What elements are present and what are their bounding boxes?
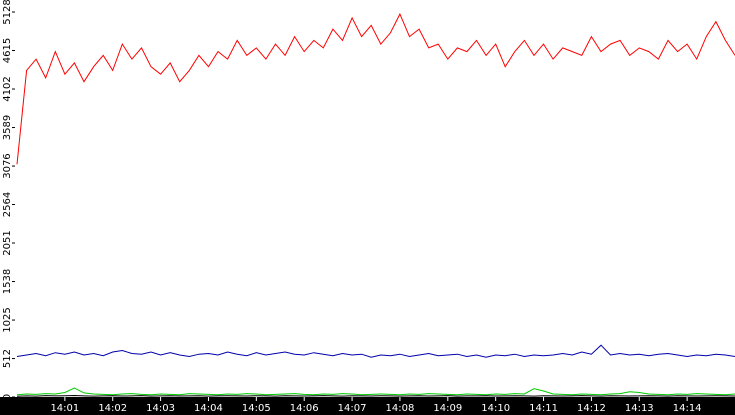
y-tick-label: 4615 <box>2 38 13 63</box>
x-tick-label: 14:13 <box>625 403 654 414</box>
x-tick-label: 14:02 <box>98 403 127 414</box>
x-tick-label: 14:09 <box>433 403 462 414</box>
series-line <box>16 12 735 165</box>
y-tick-label: 3076 <box>2 153 13 178</box>
x-tick-label: 14:07 <box>338 403 367 414</box>
y-tick-label: 5128 <box>2 0 13 25</box>
y-tick-label: 0 <box>2 394 13 400</box>
x-tick-label: 14:05 <box>242 403 271 414</box>
y-tick-label: 2051 <box>2 230 13 255</box>
x-tick-label: 14:12 <box>577 403 606 414</box>
x-tick-label: 14:01 <box>50 403 79 414</box>
x-axis-bar <box>0 397 735 415</box>
y-tick-label: 2564 <box>2 192 13 217</box>
x-tick-label: 14:04 <box>194 403 223 414</box>
x-tick-label: 14:08 <box>386 403 415 414</box>
x-tick-label: 14:03 <box>146 403 175 414</box>
x-tick-label: 14:11 <box>529 403 558 414</box>
x-tick-label: 14:10 <box>481 403 510 414</box>
x-tick-label: 14:14 <box>673 403 702 414</box>
y-tick-label: 1025 <box>2 307 13 332</box>
y-tick-label: 512 <box>2 349 13 368</box>
series-line <box>16 387 735 396</box>
x-tick-label: 14:06 <box>290 403 319 414</box>
y-tick-label: 4102 <box>2 76 13 101</box>
y-tick-label: 3589 <box>2 115 13 140</box>
series-line <box>16 394 735 397</box>
series-line <box>16 344 735 358</box>
y-tick-label: 1538 <box>2 269 13 294</box>
